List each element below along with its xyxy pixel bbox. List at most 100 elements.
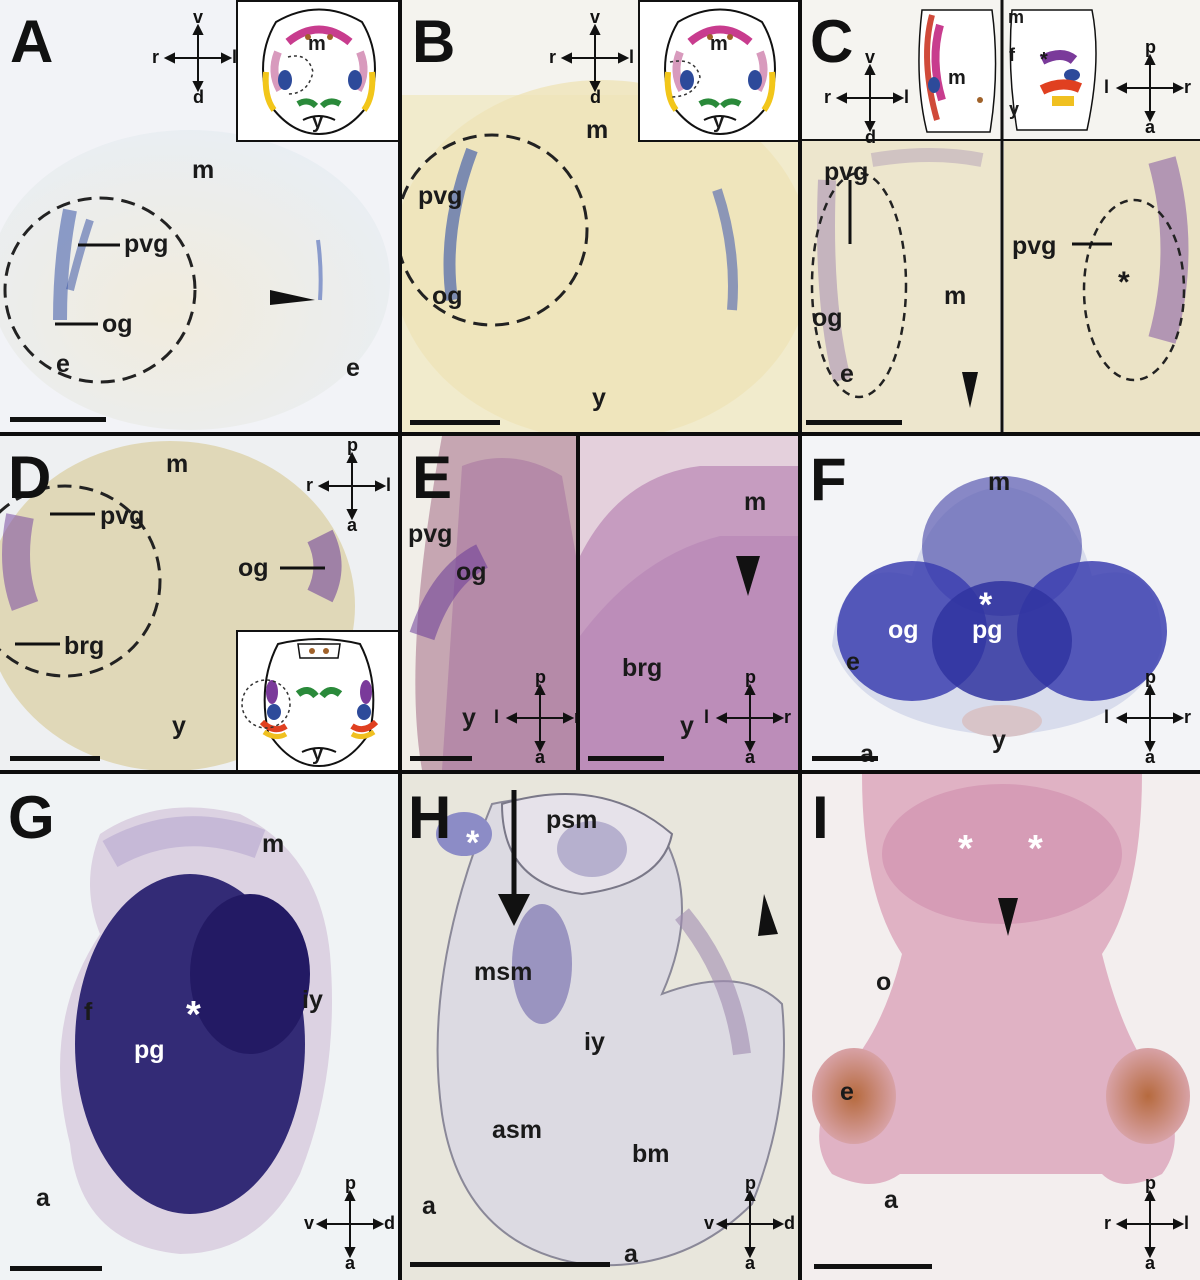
label-asm: asm	[492, 1116, 543, 1144]
label-msm: msm	[474, 958, 533, 986]
inset-star: *	[1040, 49, 1048, 71]
panel-letter-c: C	[810, 8, 853, 75]
label-pg: pg	[972, 616, 1003, 644]
label-psm: psm	[546, 806, 598, 834]
panel-b-inset: m y	[638, 0, 798, 142]
orientation-compass: p a r l	[306, 436, 392, 535]
panel-c: C v d r l p a l r m m f y * pvg og	[802, 0, 1200, 432]
label-anterior: a	[36, 1184, 50, 1212]
panel-letter-b: B	[412, 8, 455, 75]
label-og: og	[888, 616, 919, 644]
scale-bar	[814, 1264, 932, 1269]
scale-bar	[410, 756, 472, 761]
scale-bar	[410, 1262, 610, 1267]
label-iy: iy	[584, 1028, 605, 1056]
panel-h: H * psm msm iy asm bm a a p a v d	[402, 774, 798, 1280]
label-o: o	[876, 968, 892, 996]
inset-label: m	[710, 33, 728, 55]
inset-label: m	[308, 33, 326, 55]
orientation-compass: p a v d	[704, 1173, 795, 1273]
scale-bar	[806, 420, 902, 425]
orientation-compass: p a l r	[1104, 667, 1192, 767]
panel-a-inset: m y	[236, 0, 398, 142]
panel-e-right: m brg y p a l r	[580, 436, 798, 770]
label-og: og	[812, 304, 843, 332]
panel-letter-e: E	[412, 444, 452, 511]
label-midline: m	[944, 282, 967, 310]
label-yolk: y	[172, 712, 186, 740]
panel-d-inset: y	[236, 630, 398, 770]
label-eye: e	[346, 354, 360, 382]
label-og: og	[432, 282, 463, 310]
label-bm: bm	[632, 1140, 670, 1168]
asterisk-marker: *	[1118, 266, 1130, 299]
panel-d: D p a r l	[0, 436, 398, 770]
panel-f: F m * og pg e y a p a l r	[802, 436, 1200, 770]
orientation-compass: p a v d	[304, 1173, 395, 1273]
label-pg: pg	[134, 1036, 165, 1064]
orientation-compass: v d r l	[824, 47, 910, 147]
panel-letter-f: F	[810, 446, 847, 513]
label-midline: m	[988, 468, 1011, 496]
orientation-compass: v d r l	[549, 7, 635, 107]
scale-bar	[410, 420, 500, 425]
label-anterior: a	[860, 740, 874, 768]
panel-b-image	[402, 0, 798, 432]
panel-g-image	[0, 774, 398, 1280]
label-anterior: a	[624, 1240, 638, 1268]
label-eye: e	[56, 350, 70, 378]
panel-letter-d: D	[8, 444, 51, 511]
label-midline: m	[744, 488, 767, 516]
panel-h-image	[402, 774, 798, 1280]
label-eye: e	[840, 1078, 854, 1106]
orientation-compass: p a l r	[492, 668, 576, 766]
panel-e-right-image	[580, 436, 798, 770]
label-eye: e	[846, 648, 860, 676]
inset-label: y	[312, 743, 324, 765]
label-pvg: pvg	[124, 230, 169, 258]
panel-a-inset-diagram	[262, 8, 376, 136]
label-anterior: a	[884, 1186, 898, 1214]
asterisk-marker: *	[186, 994, 201, 1036]
label-og: og	[238, 554, 269, 582]
label-yolk: y	[592, 384, 606, 412]
inset-label: m	[948, 67, 966, 89]
label-yolk: y	[462, 704, 476, 732]
panel-e-left: E pvg og y p a l r	[402, 436, 576, 770]
label-pvg: pvg	[824, 158, 869, 186]
panel-f-image	[802, 436, 1200, 770]
label-eye: e	[840, 360, 854, 388]
label-midline: m	[166, 450, 189, 478]
label-midline: m	[586, 116, 609, 144]
panel-letter-g: G	[8, 784, 55, 851]
orientation-compass: v d r l	[152, 7, 238, 107]
asterisk-marker: *	[466, 824, 480, 862]
panel-b: B m y	[402, 0, 798, 432]
inset-label: m	[1008, 7, 1025, 27]
panel-a: A m y	[0, 0, 398, 432]
panel-g: G m iy f * pg a p a v d	[0, 774, 398, 1280]
label-midline: m	[262, 830, 285, 858]
panel-i: I * * o e a p a r l	[802, 774, 1200, 1280]
panel-letter-h: H	[408, 784, 451, 851]
inset-label: y	[1009, 99, 1020, 119]
label-iy: iy	[302, 986, 323, 1014]
label-yolk: y	[992, 726, 1006, 754]
label-brg: brg	[64, 632, 105, 660]
scale-bar	[10, 1266, 102, 1271]
panel-b-inset-diagram	[664, 8, 776, 136]
label-yolk: y	[680, 712, 694, 740]
panel-letter-i: I	[812, 784, 829, 851]
orientation-compass: p a l r	[1104, 37, 1192, 137]
label-f: f	[84, 998, 93, 1026]
asterisk-marker: *	[1028, 828, 1043, 870]
asterisk-marker: *	[958, 828, 973, 870]
scale-bar	[10, 756, 100, 761]
label-pvg: pvg	[418, 182, 463, 210]
panel-d-inset-diagram	[241, 638, 379, 768]
orientation-compass: p a r l	[1104, 1173, 1190, 1273]
inset-label: y	[713, 111, 725, 133]
label-brg: brg	[622, 654, 663, 682]
scale-bar	[10, 417, 106, 422]
